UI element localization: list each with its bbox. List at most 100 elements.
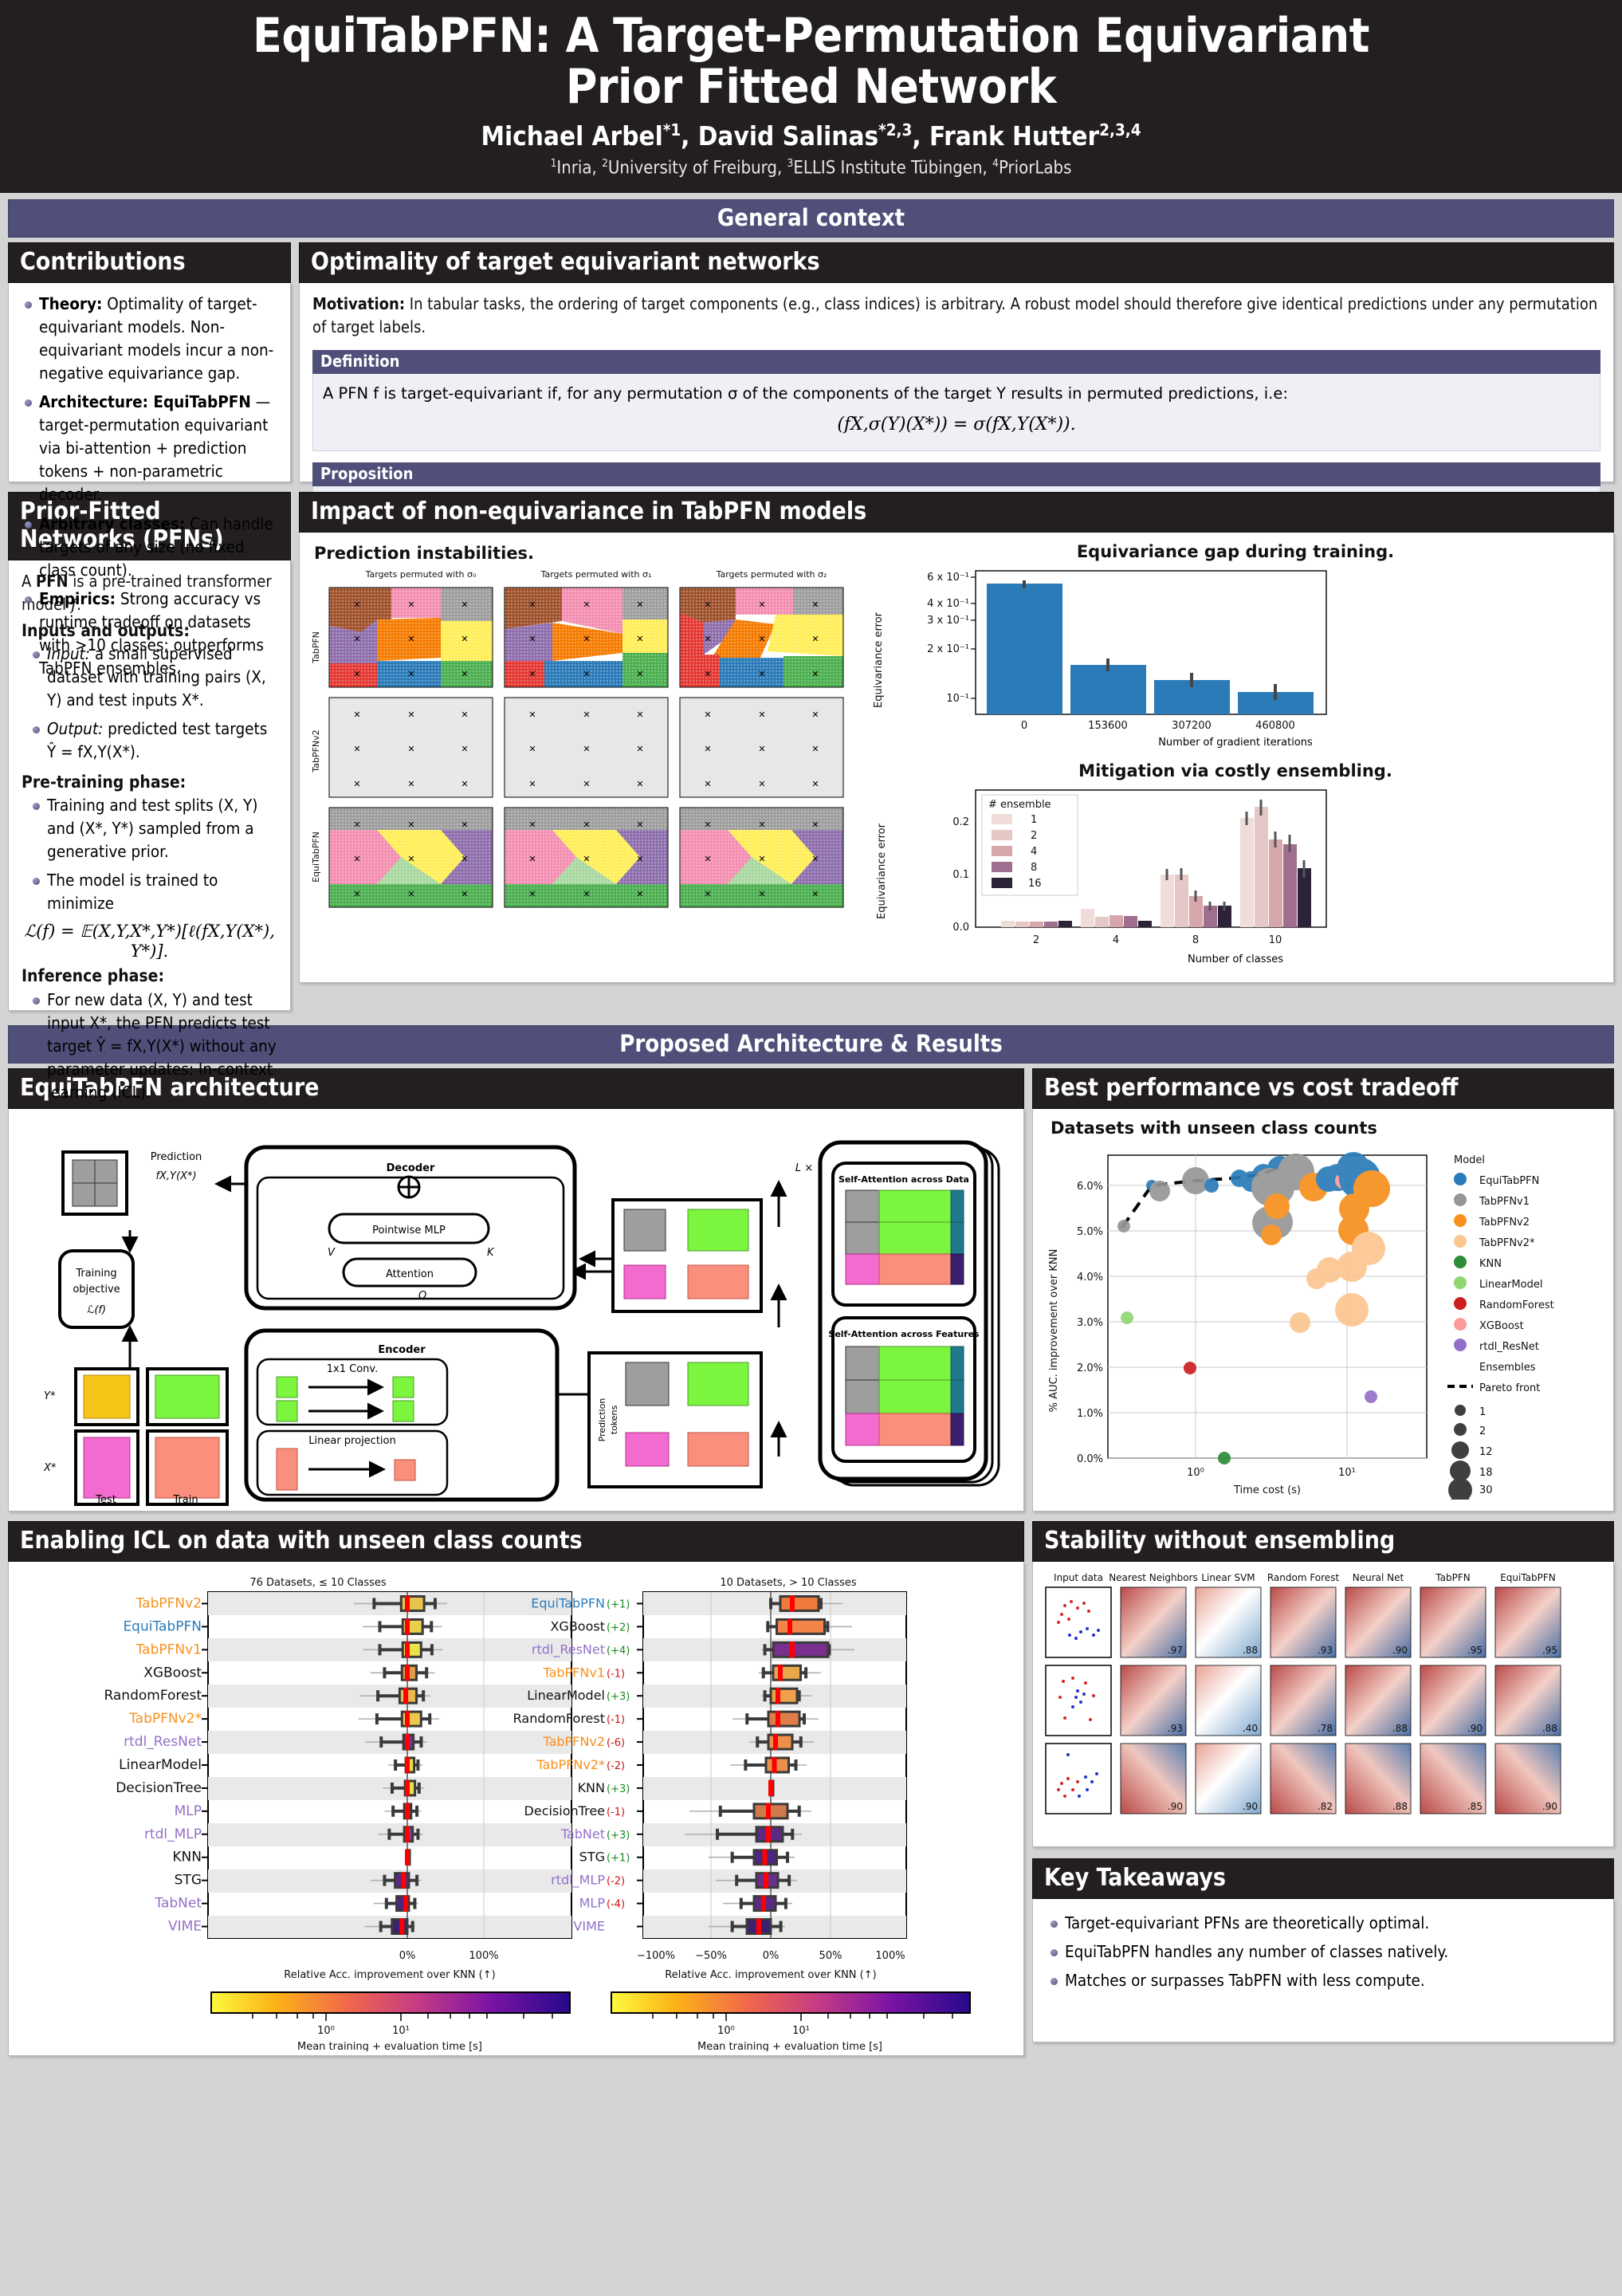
median — [790, 1595, 795, 1611]
svg-text:✕: ✕ — [353, 854, 360, 864]
page-title: EquiTabPFN: A Target-Permutation Equivar… — [0, 10, 1622, 112]
impact-block: Impact of non-equivariance in TabPFN mod… — [299, 491, 1614, 983]
pfns-heading: Prior-Fitted Networks (PFNs) — [8, 491, 291, 560]
median — [766, 1803, 771, 1819]
svg-text:rtdl_ResNet: rtdl_ResNet — [1479, 1341, 1539, 1353]
svg-text:✕: ✕ — [758, 889, 765, 899]
svg-text:✕: ✕ — [583, 889, 590, 899]
boxplot-row-label: rtdl_ResNet — [124, 1734, 202, 1750]
mitigation-ylabel: Equivariance error — [876, 823, 888, 919]
motivation-paragraph: Motivation: In tabular tasks, the orderi… — [312, 293, 1598, 336]
svg-text:✕: ✕ — [583, 820, 590, 830]
equivariance-gap-xlabel: Number of gradient iterations — [1158, 736, 1313, 749]
legend-title: # ensemble — [988, 799, 1051, 811]
list-item: For new data (X, Y) and test input X*, t… — [29, 989, 277, 1105]
row-title-tabpfn: TabPFN — [311, 631, 321, 664]
boxplot-row-label: MLP — [175, 1803, 202, 1818]
pfn-intro: A PFN is a pre-trained transformer model… — [22, 571, 272, 614]
row-context: Contributions Theory: Optimality of targ… — [0, 242, 1622, 678]
boxplot-row-label: RandomForest — [513, 1711, 605, 1726]
svg-text:✕: ✕ — [528, 744, 536, 754]
median — [766, 1826, 771, 1842]
svg-text:X*: X* — [43, 1462, 57, 1474]
svg-text:✕: ✕ — [636, 820, 643, 830]
column-right-impact: Impact of non-equivariance in TabPFN mod… — [299, 491, 1614, 991]
svg-text:0.0%: 0.0% — [1077, 1453, 1103, 1465]
column-icl: Enabling ICL on data with unseen class c… — [8, 1520, 1024, 2064]
svg-text:.97: .97 — [1168, 1645, 1183, 1656]
svg-text:.95: .95 — [1542, 1645, 1557, 1656]
boxplot-row-label: VIME — [168, 1918, 202, 1934]
mitigation-legend: # ensemble 1 2 4 8 16 — [981, 794, 1078, 896]
svg-text:−100%: −100% — [637, 1950, 675, 1962]
row-architecture-tradeoff: EquiTabPFN architecture — [0, 1067, 1622, 1520]
svg-text:Prediction: Prediction — [597, 1398, 607, 1441]
svg-text:1: 1 — [1031, 814, 1037, 826]
median — [772, 1756, 777, 1773]
pfns-block: Prior-Fitted Networks (PFNs) A PFN is a … — [8, 491, 291, 1102]
svg-text:.85: .85 — [1467, 1801, 1483, 1812]
svg-text:✕: ✕ — [636, 710, 643, 720]
box — [764, 1756, 790, 1773]
column-left-context: Contributions Theory: Optimality of targ… — [8, 242, 291, 678]
stability-col-title: Nearest Neighbors — [1109, 1572, 1198, 1583]
box — [776, 1618, 826, 1635]
svg-text:✕: ✕ — [353, 779, 360, 789]
prediction-instabilities-title: Prediction instabilities. — [314, 543, 535, 563]
boxplot-row-delta: (-1) — [607, 1668, 625, 1680]
svg-text:✕: ✕ — [353, 600, 360, 610]
median — [403, 1687, 409, 1704]
colorbar-label-right: Mean training + evaluation time [s] — [697, 2041, 882, 2051]
boxplot-row-label: STG — [579, 1849, 605, 1864]
svg-text:.88: .88 — [1243, 1645, 1258, 1656]
column-left-pfn: Prior-Fitted Networks (PFNs) A PFN is a … — [8, 491, 291, 1102]
svg-text:.88: .88 — [1392, 1723, 1408, 1734]
svg-text:K: K — [487, 1247, 495, 1259]
boxplot-le10-title: 76 Datasets, ≤ 10 Classes — [249, 1577, 387, 1589]
row-pfn-impact: Prior-Fitted Networks (PFNs) A PFN is a … — [0, 491, 1622, 1102]
architecture-body: Prediction fX,Y(X*) Training objective ℒ… — [8, 1108, 1024, 1512]
boxplot-row-delta: (-4) — [607, 1898, 625, 1910]
legend-title: Model — [1454, 1154, 1485, 1166]
svg-text:3 x 10⁻¹: 3 x 10⁻¹ — [927, 615, 969, 627]
svg-text:16: 16 — [1028, 878, 1042, 890]
svg-text:✕: ✕ — [758, 820, 765, 830]
svg-text:tokens: tokens — [609, 1405, 619, 1434]
row-title-tabpfnv2: TabPFNv2 — [311, 729, 321, 773]
decoder-module: Decoder Pointwise MLP Attention V K Q — [244, 1145, 577, 1311]
svg-text:KNN: KNN — [1479, 1258, 1502, 1270]
colorbar-label-left: Mean training + evaluation time [s] — [297, 2041, 482, 2051]
svg-text:307200: 307200 — [1172, 720, 1212, 732]
svg-text:Attention: Attention — [386, 1268, 434, 1280]
svg-text:✕: ✕ — [758, 854, 765, 864]
boxplot-row-delta: (-6) — [607, 1737, 625, 1749]
svg-text:Training: Training — [75, 1268, 116, 1280]
svg-text:✕: ✕ — [704, 744, 711, 754]
svg-text:Self-Attention across Features: Self-Attention across Features — [828, 1329, 980, 1339]
svg-text:10⁰: 10⁰ — [317, 2025, 335, 2037]
box — [767, 1733, 794, 1751]
svg-text:5.0%: 5.0% — [1077, 1226, 1103, 1238]
svg-text:✕: ✕ — [704, 779, 711, 789]
impact-charts-column: Equivariance gap during training. Equiva… — [867, 541, 1604, 965]
row-bottom: Enabling ICL on data with unseen class c… — [0, 1520, 1622, 2064]
svg-text:✕: ✕ — [407, 744, 414, 754]
stability-col-title: TabPFN — [1435, 1572, 1470, 1583]
svg-text:✕: ✕ — [461, 779, 468, 789]
svg-text:2 x 10⁻¹: 2 x 10⁻¹ — [927, 643, 969, 655]
svg-text:4 x 10⁻¹: 4 x 10⁻¹ — [927, 598, 969, 610]
svg-text:✕: ✕ — [407, 710, 414, 720]
svg-text:Y*: Y* — [44, 1390, 56, 1402]
svg-text:0.1: 0.1 — [952, 869, 969, 881]
box — [769, 1687, 799, 1704]
boxplot-row-label: TabNet — [154, 1895, 202, 1911]
equivariance-gap-chart: Equivariance error 6 x 10⁻¹ 4 x 10⁻¹ 3 x… — [873, 569, 1327, 732]
median — [790, 1641, 795, 1657]
takeaways-heading: Key Takeaways — [1032, 1858, 1614, 1899]
boxplot-row-label: TabPFNv2 — [542, 1734, 605, 1749]
svg-text:1.0%: 1.0% — [1077, 1408, 1103, 1420]
svg-text:100%: 100% — [469, 1950, 498, 1962]
list-item: Input: a small supervised dataset with t… — [29, 643, 277, 712]
boxplot-row-delta: (-1) — [607, 1806, 625, 1818]
prediction-instabilities-figure: Prediction instabilities. Targets permut… — [309, 541, 859, 965]
